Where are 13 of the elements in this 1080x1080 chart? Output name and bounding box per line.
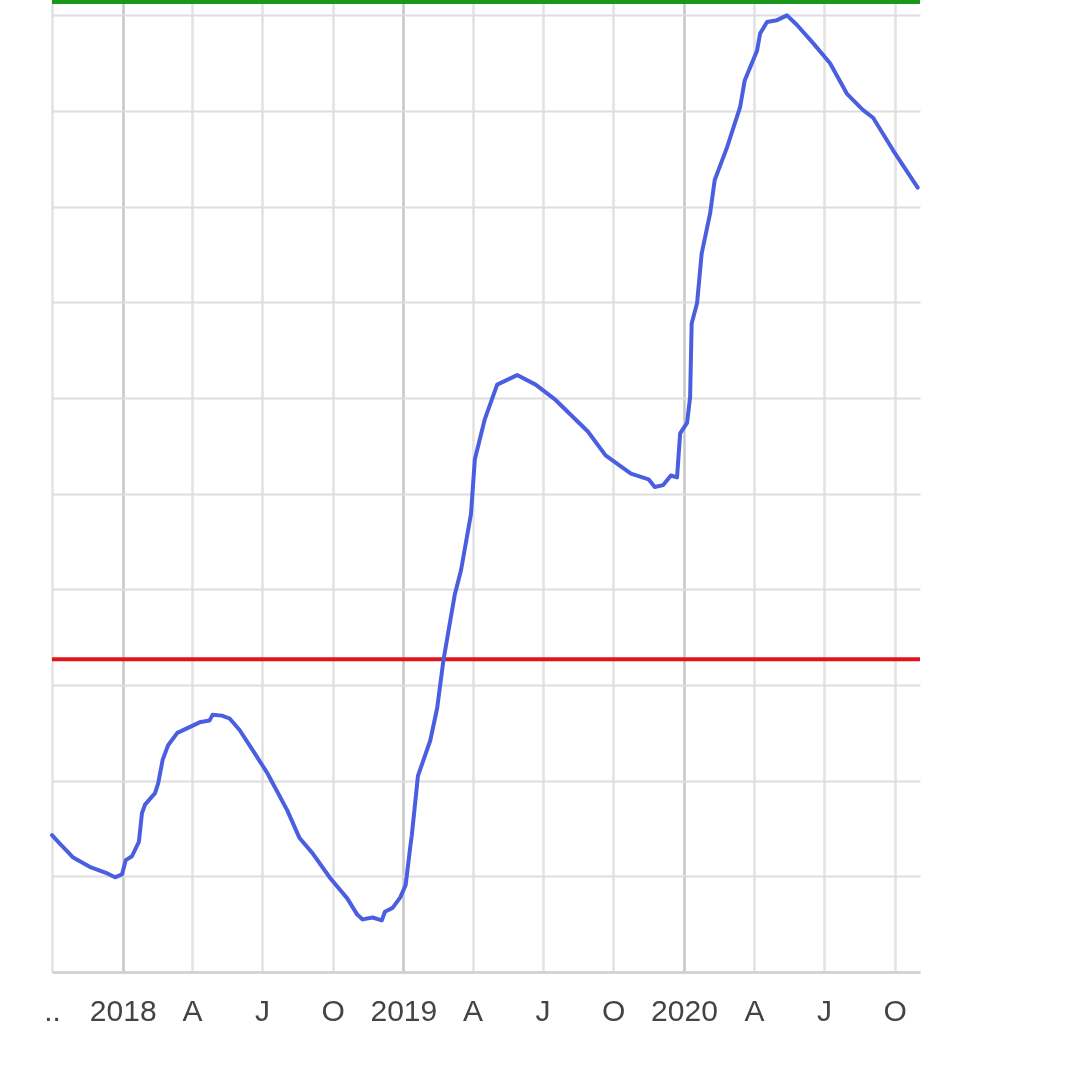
x-tick-label: A xyxy=(182,993,203,1027)
x-tick-label: 2019 xyxy=(370,993,438,1027)
x-tick-label: J xyxy=(254,993,270,1027)
x-tick-label: .. xyxy=(44,993,61,1027)
x-tick-label: A xyxy=(463,993,484,1027)
x-tick-label: 2020 xyxy=(651,993,718,1027)
x-tick-label: 2018 xyxy=(89,993,157,1027)
x-tick-label: J xyxy=(535,993,551,1027)
x-tick-label: O xyxy=(602,993,626,1027)
x-tick-label: O xyxy=(321,993,345,1027)
x-tick-label: J xyxy=(816,993,832,1027)
x-tick-label: O xyxy=(883,993,907,1027)
x-tick-label: A xyxy=(744,993,765,1027)
